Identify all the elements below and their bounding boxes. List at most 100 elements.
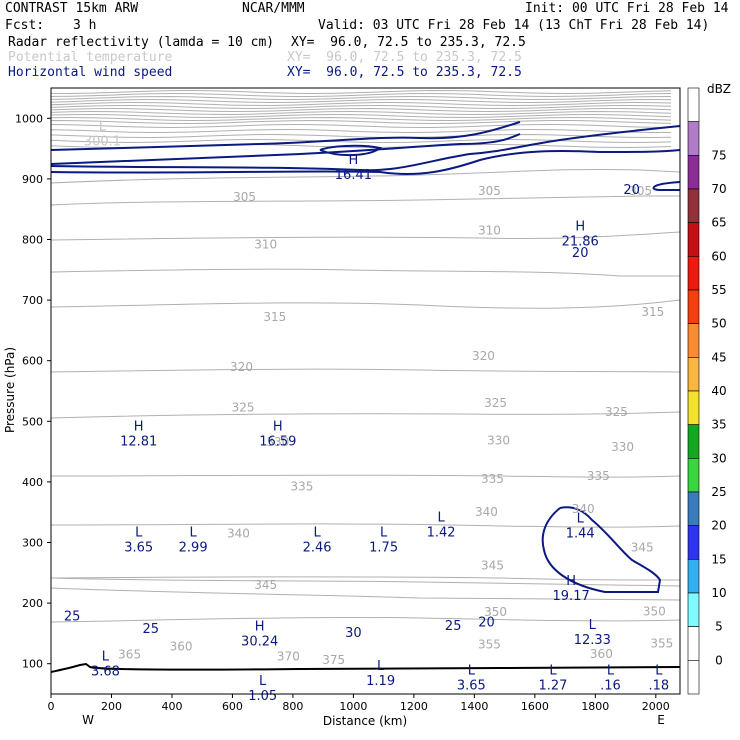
- x-tick-label: 1400: [460, 700, 488, 713]
- extremum-kind-label: L: [99, 119, 107, 134]
- colorbar-level-label: 65: [711, 216, 726, 230]
- extremum-kind-label: L: [468, 664, 476, 679]
- wind-contour-label: 25: [143, 622, 160, 637]
- theta-contour-line: [50, 616, 681, 623]
- colorbar-swatch: [687, 491, 700, 526]
- theta-contour-label: 330: [487, 434, 510, 448]
- x-tick-label: 1800: [581, 700, 609, 713]
- extremum-kind-label: L: [589, 618, 597, 633]
- x-tick-label: 800: [282, 700, 303, 713]
- fcst-value: 3 h: [73, 18, 97, 33]
- y-tick-label: 600: [22, 355, 43, 368]
- extremum-kind-label: H: [566, 574, 576, 589]
- extremum-value-label: 3.65: [457, 679, 486, 694]
- colorbar-level-label: 40: [711, 384, 726, 398]
- x-tick-label: 2000: [642, 700, 670, 713]
- extremum-value-label: 12.81: [120, 434, 157, 449]
- extremum-kind-label: L: [102, 650, 110, 665]
- theta-contour-line: [50, 411, 681, 419]
- theta-contour-label: 345: [481, 559, 504, 573]
- theta-contour-label: 360: [590, 647, 613, 661]
- valid-time: Valid: 03 UTC Fri 28 Feb 14 (13 ChT Fri …: [318, 18, 710, 33]
- colorbar-level-label: 70: [711, 182, 726, 196]
- wind-contour-label: 25: [64, 609, 81, 624]
- colorbar-swatch: [687, 660, 700, 695]
- y-tick-label: 200: [22, 597, 43, 610]
- wind-contour-line: [652, 181, 681, 191]
- theta-contour-label: 335: [587, 469, 610, 483]
- wind-contour-label: 20: [623, 183, 640, 198]
- y-tick-label: 400: [22, 476, 43, 489]
- theta-contour-line: [50, 231, 681, 241]
- theta-contour-line: [50, 168, 681, 184]
- field-theta-name: Potential temperature: [8, 50, 173, 65]
- x-tick-label: 400: [161, 700, 182, 713]
- theta-contour-line: [50, 104, 672, 110]
- theta-contour-line: [50, 113, 672, 119]
- wind-contour-line: [50, 121, 521, 151]
- colorbar-level-label: 35: [711, 418, 726, 432]
- field-reflectivity-name: Radar reflectivity (lamda = 10 cm): [8, 35, 275, 50]
- extremum-kind-label: H: [349, 153, 359, 168]
- theta-contour-label: 370: [277, 649, 300, 663]
- wind-contour-label: 20: [478, 615, 495, 630]
- fcst-label: Fcst:: [5, 18, 45, 33]
- extremum-kind-label: H: [575, 219, 585, 234]
- extremum-kind-label: L: [313, 525, 321, 540]
- theta-contour-label: 345: [254, 578, 277, 592]
- extremum-kind-label: L: [377, 659, 385, 674]
- colorbar-level-label: 5: [715, 620, 723, 634]
- colorbar-swatch: [687, 559, 700, 594]
- theta-contour-label: 355: [650, 637, 673, 651]
- theta-contour-line: [50, 95, 672, 101]
- wind-contour-line: [541, 506, 662, 593]
- colorbar-level-label: 55: [711, 283, 726, 297]
- y-axis-label: Pressure (hPa): [3, 347, 17, 433]
- theta-contour-line: [50, 268, 680, 277]
- theta-contour-line: [50, 98, 672, 104]
- theta-contour-label: 335: [291, 480, 314, 494]
- theta-contour-line: [50, 133, 672, 139]
- theta-contour-label: 330: [611, 440, 634, 454]
- theta-contour-line: [50, 107, 672, 113]
- plot-frame: [50, 87, 681, 695]
- y-tick-label: 300: [22, 537, 43, 550]
- colorbar-swatch: [687, 525, 700, 560]
- theta-contour-label: 325: [232, 400, 255, 414]
- theta-contour-label: 305: [478, 184, 501, 198]
- colorbar-swatch: [687, 323, 700, 358]
- extremum-value-label: 1.27: [539, 679, 568, 694]
- extremum-kind-label: H: [134, 419, 144, 434]
- colorbar: 0 5 10 15 20 25 30 35 40 45 50 55 60 65 70 75: [687, 87, 727, 695]
- extremum-value-label: .16: [600, 679, 621, 694]
- theta-contour-line: [50, 576, 681, 581]
- theta-contour-line: [50, 474, 681, 478]
- colorbar-level-label: 50: [711, 317, 726, 331]
- init-time: Init: 00 UTC Fri 28 Feb 14: [525, 1, 729, 16]
- theta-contour-line: [50, 368, 681, 373]
- extremum-kind-label: L: [380, 525, 388, 540]
- theta-contour-line: [50, 523, 681, 528]
- theta-contour-line: [50, 299, 681, 309]
- extremum-kind-label: L: [655, 664, 663, 679]
- theta-contour-line: [50, 92, 672, 98]
- colorbar-swatch: [687, 626, 700, 661]
- colorbar-swatch: [687, 256, 700, 291]
- terrain-line: [50, 662, 681, 673]
- colorbar-level-label: 0: [715, 653, 723, 667]
- extremum-value-label: 30.24: [241, 634, 278, 649]
- colorbar-level-label: 45: [711, 350, 726, 364]
- east-label: E: [657, 713, 665, 727]
- wind-contour-line: [50, 149, 681, 176]
- x-tick-label: 1600: [521, 700, 549, 713]
- theta-contour-label: 340: [227, 526, 250, 540]
- wind-contour-label: 25: [445, 619, 462, 634]
- colorbar-level-label: 25: [711, 485, 726, 499]
- theta-contour-label: 350: [484, 605, 507, 619]
- extremum-kind-label: H: [273, 419, 283, 434]
- extremum-kind-label: L: [190, 525, 198, 540]
- field-theta-xy: XY= 96.0, 72.5 to 235.3, 72.5: [287, 50, 522, 65]
- theta-contour-label: 310: [478, 223, 501, 237]
- colorbar-swatch: [687, 188, 700, 223]
